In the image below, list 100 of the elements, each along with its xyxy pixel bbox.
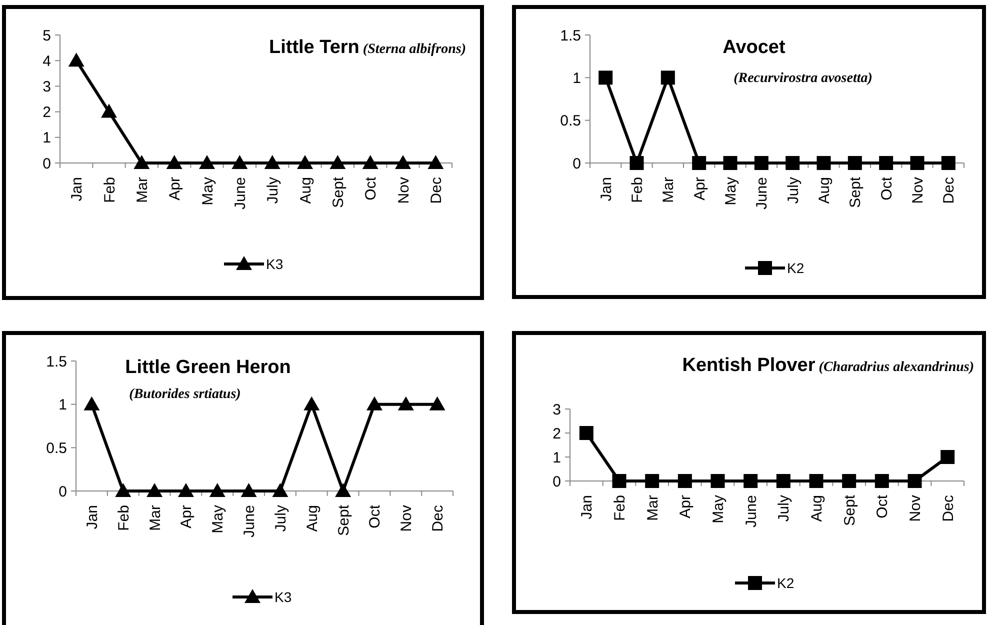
y-tick-label: 0 xyxy=(552,473,561,490)
point xyxy=(744,474,758,488)
point xyxy=(101,104,117,118)
chart-title: Avocet xyxy=(722,37,786,58)
y-tick-label: 1 xyxy=(572,70,581,87)
x-tick-label: Feb xyxy=(612,495,628,521)
point xyxy=(776,474,790,488)
text: (Butorides srtiatus) xyxy=(129,387,241,402)
x-tick-label: June xyxy=(241,505,258,538)
point xyxy=(395,155,411,169)
x-tick-label: Jan xyxy=(68,177,86,202)
x-tick-label: May xyxy=(210,504,227,534)
y-tick-label: 1 xyxy=(58,396,67,414)
chart-subtitle: (Charadrius alexandrinus) xyxy=(815,360,974,375)
x-tick-label: Feb xyxy=(101,177,118,203)
x-tick-label: Feb xyxy=(115,505,132,531)
text: (Recurvirostra avosetta) xyxy=(734,71,872,86)
point xyxy=(678,474,692,488)
point xyxy=(134,155,150,169)
point xyxy=(908,474,922,488)
y-tick-label: 4 xyxy=(42,52,51,70)
x-tick-label: Dec xyxy=(940,176,958,204)
chart-title: Kentish Plover xyxy=(682,355,816,376)
y-tick-label: 2 xyxy=(552,425,561,442)
x-tick-label: Nov xyxy=(398,504,416,532)
x-tick-label: Aug xyxy=(297,177,314,204)
x-tick-label: Mar xyxy=(660,177,678,203)
x-tick-label: May xyxy=(199,176,216,206)
legend-label: K3 xyxy=(266,256,284,272)
chart-title: Little Tern xyxy=(268,37,360,58)
x-tick-label: Dec xyxy=(940,494,957,522)
text: (Sterna albifrons) xyxy=(359,42,466,57)
x-tick-label: Apr xyxy=(677,494,694,518)
point xyxy=(264,155,280,169)
x-tick-label: Oct xyxy=(878,176,896,200)
point xyxy=(710,474,725,488)
point xyxy=(809,474,824,488)
x-tick-label: June xyxy=(754,177,771,210)
y-tick-label: 0 xyxy=(58,483,67,500)
point xyxy=(330,155,346,169)
y-tick-label: 0 xyxy=(572,155,581,172)
y-tick-label: 0 xyxy=(42,155,51,172)
x-tick-label: Jan xyxy=(84,505,101,530)
x-tick-label: Oct xyxy=(366,504,384,528)
x-tick-label: Jan xyxy=(578,495,596,520)
x-tick-label: Sept xyxy=(330,176,347,208)
x-tick-label: Apr xyxy=(166,176,184,200)
legend-label: K3 xyxy=(274,588,292,605)
point xyxy=(645,474,660,488)
x-tick-label: July xyxy=(264,176,282,204)
legend-label: K2 xyxy=(777,574,794,591)
y-tick-label: 2 xyxy=(42,104,51,122)
x-tick-label: Nov xyxy=(907,494,924,522)
x-tick-label: Nov xyxy=(910,176,926,204)
x-tick-label: July xyxy=(272,504,290,532)
x-tick-label: Aug xyxy=(816,177,833,204)
legend-label: K2 xyxy=(787,260,804,276)
y-tick-label: 1 xyxy=(42,130,51,147)
y-tick-label: 1 xyxy=(552,449,561,466)
point xyxy=(166,155,182,169)
y-tick-label: 0.5 xyxy=(560,112,581,130)
x-tick-label: Feb xyxy=(629,177,646,203)
y-tick-label: 3 xyxy=(42,78,51,96)
x-tick-label: Apr xyxy=(178,504,196,528)
point xyxy=(612,474,626,488)
point xyxy=(68,52,84,67)
x-tick-label: Dec xyxy=(430,504,447,532)
x-tick-label: Sept xyxy=(841,494,858,526)
y-tick-label: 1.5 xyxy=(560,27,581,44)
chart-title: Little Green Heron xyxy=(125,357,291,378)
x-tick-label: Dec xyxy=(428,176,445,204)
x-tick-label: June xyxy=(232,177,249,210)
x-tick-label: Jan xyxy=(598,177,615,202)
x-tick-label: May xyxy=(722,176,740,206)
point xyxy=(940,450,955,464)
y-tick-label: 0.5 xyxy=(46,440,67,457)
y-tick-label: 1.5 xyxy=(46,353,67,370)
point xyxy=(199,155,215,169)
x-tick-label: Mar xyxy=(644,495,662,521)
x-tick-label: Sept xyxy=(335,504,352,536)
x-tick-label: Aug xyxy=(304,505,321,532)
x-tick-label: Sept xyxy=(847,176,864,208)
point xyxy=(579,426,594,440)
point xyxy=(428,155,444,169)
x-tick-label: Nov xyxy=(395,176,412,204)
y-tick-label: 3 xyxy=(552,401,561,418)
y-tick-label: 5 xyxy=(42,27,51,44)
point xyxy=(232,155,248,169)
x-tick-label: Mar xyxy=(134,177,151,203)
point xyxy=(362,155,378,169)
point xyxy=(297,155,313,169)
x-tick-label: Mar xyxy=(146,505,164,531)
point xyxy=(874,474,889,488)
x-tick-label: Oct xyxy=(362,176,380,200)
x-tick-label: July xyxy=(784,176,802,204)
x-tick-label: May xyxy=(710,494,727,524)
x-tick-label: July xyxy=(776,494,793,522)
x-tick-label: Oct xyxy=(874,494,892,518)
point xyxy=(842,474,856,488)
x-tick-label: Apr xyxy=(691,176,708,200)
